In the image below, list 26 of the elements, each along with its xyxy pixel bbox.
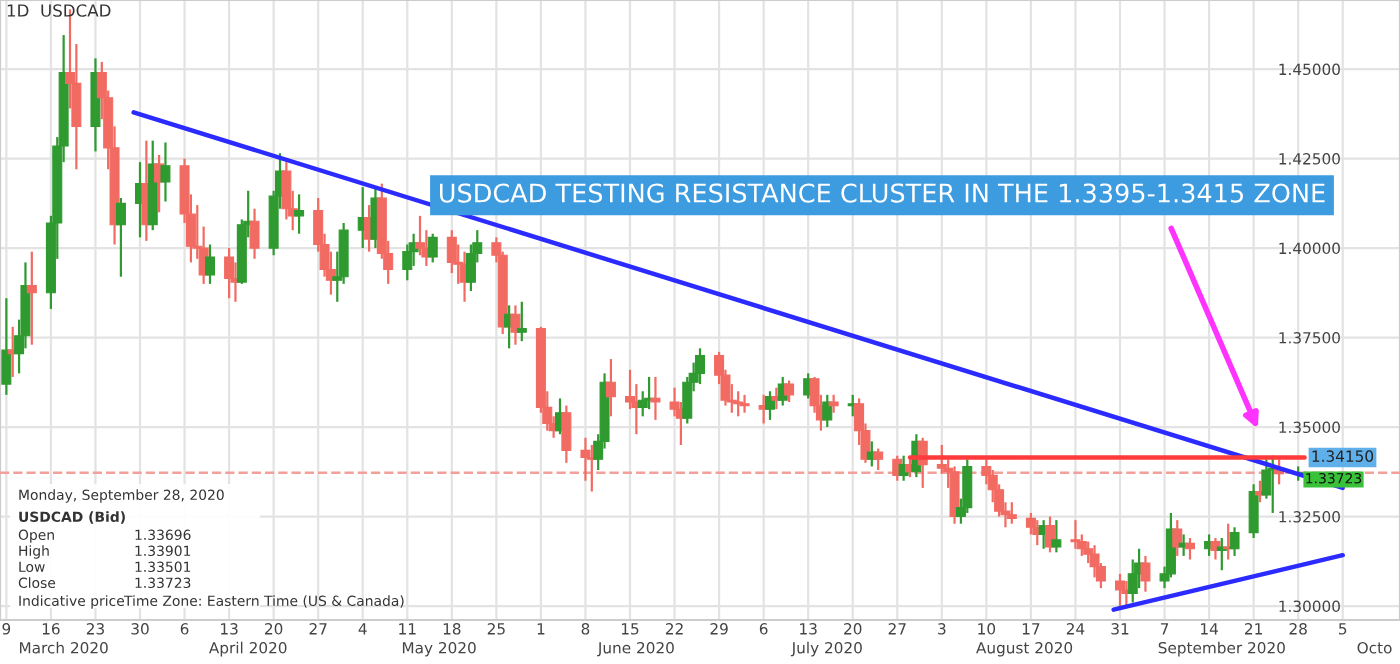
candlestick [26,250,37,346]
candlestick [249,207,260,260]
candlestick [605,357,616,418]
candlestick [510,304,521,346]
candlestick [294,193,305,235]
candlestick [873,447,884,472]
candlestick [1070,519,1081,550]
candlestick [1051,519,1062,554]
candlestick [115,196,126,278]
candlestick [1006,501,1017,525]
candlestick [224,246,235,300]
candlestick [1114,572,1126,609]
candlestick [561,404,572,464]
candlestick [694,347,706,386]
candlestick [733,390,744,418]
candlestick [1248,483,1259,540]
candlestick [1140,554,1151,593]
annotation: USDCAD TESTING RESISTANCE CLUSTER IN THE 1.3395-1.3415 ZONE [439,183,1325,203]
candlestick [1229,526,1240,558]
candlestick [784,379,795,404]
annotation: 1D [7,4,29,17]
candlestick [516,300,527,343]
candlestick [160,141,171,203]
candlestick [204,243,216,285]
candlestick [739,393,750,414]
annotation: USDCAD [41,4,111,17]
